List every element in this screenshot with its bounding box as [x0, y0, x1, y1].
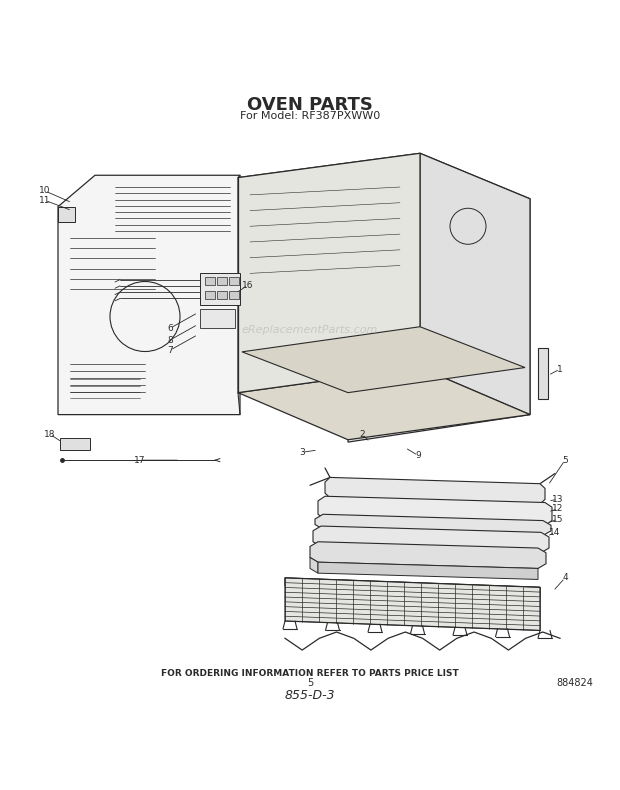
- Polygon shape: [285, 577, 540, 595]
- Polygon shape: [229, 277, 239, 285]
- Polygon shape: [238, 367, 530, 440]
- Polygon shape: [200, 273, 240, 305]
- Polygon shape: [60, 438, 90, 450]
- Polygon shape: [238, 153, 530, 224]
- Polygon shape: [58, 207, 75, 222]
- Polygon shape: [325, 477, 545, 504]
- Polygon shape: [217, 277, 227, 285]
- Text: eReplacementParts.com: eReplacementParts.com: [242, 325, 378, 335]
- Text: 14: 14: [549, 528, 560, 537]
- Text: 8: 8: [167, 336, 173, 344]
- Polygon shape: [310, 558, 318, 574]
- Text: 17: 17: [135, 456, 146, 465]
- Polygon shape: [285, 577, 540, 630]
- Text: 6: 6: [167, 324, 173, 333]
- Text: 1: 1: [557, 365, 563, 374]
- Polygon shape: [348, 199, 530, 442]
- Text: 16: 16: [242, 280, 254, 290]
- Text: 13: 13: [552, 495, 564, 504]
- Text: 12: 12: [552, 504, 564, 514]
- Text: 11: 11: [39, 196, 51, 205]
- Text: 855-D-3: 855-D-3: [285, 689, 335, 702]
- Text: 15: 15: [552, 514, 564, 524]
- Polygon shape: [58, 175, 240, 415]
- Text: 10: 10: [39, 186, 51, 195]
- Polygon shape: [217, 292, 227, 299]
- Text: 7: 7: [167, 346, 173, 355]
- Polygon shape: [205, 292, 215, 299]
- Text: FOR ORDERING INFORMATION REFER TO PARTS PRICE LIST: FOR ORDERING INFORMATION REFER TO PARTS …: [161, 669, 459, 678]
- Polygon shape: [313, 526, 549, 553]
- Polygon shape: [200, 309, 235, 329]
- Polygon shape: [205, 277, 215, 285]
- Polygon shape: [318, 496, 552, 525]
- Polygon shape: [310, 542, 546, 569]
- Text: 5: 5: [562, 456, 568, 465]
- Text: OVEN PARTS: OVEN PARTS: [247, 96, 373, 114]
- Polygon shape: [420, 153, 530, 415]
- Polygon shape: [318, 562, 538, 579]
- Polygon shape: [229, 292, 239, 299]
- Polygon shape: [238, 153, 420, 393]
- Text: 3: 3: [299, 448, 305, 457]
- Text: 884824: 884824: [557, 678, 593, 688]
- Text: 4: 4: [562, 574, 568, 582]
- Text: 18: 18: [44, 430, 56, 438]
- Text: 2: 2: [359, 430, 365, 438]
- Polygon shape: [315, 514, 551, 536]
- Text: 9: 9: [415, 451, 421, 460]
- Text: 5: 5: [307, 678, 313, 688]
- Polygon shape: [242, 327, 525, 393]
- Text: For Model: RF387PXWW0: For Model: RF387PXWW0: [240, 111, 380, 122]
- Polygon shape: [538, 348, 548, 399]
